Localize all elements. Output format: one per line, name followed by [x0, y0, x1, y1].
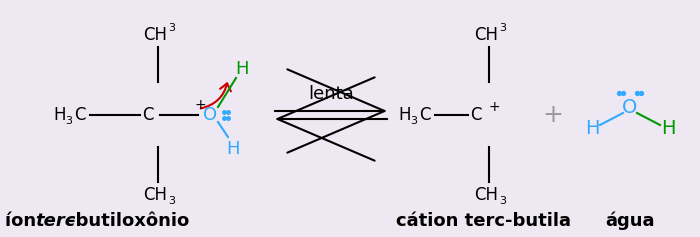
Text: H: H	[661, 119, 676, 138]
Text: 3: 3	[169, 23, 176, 33]
Text: 3: 3	[66, 116, 73, 126]
Text: C: C	[74, 106, 85, 124]
Text: terc: terc	[35, 212, 76, 230]
Text: CH: CH	[474, 26, 498, 44]
FancyArrowPatch shape	[201, 83, 231, 109]
Text: O: O	[203, 106, 217, 124]
Text: íon: íon	[5, 212, 43, 230]
Text: +: +	[542, 103, 564, 127]
Text: H: H	[235, 60, 248, 78]
Text: 3: 3	[169, 196, 176, 206]
Text: -butiloxônio: -butiloxônio	[68, 212, 189, 230]
Text: cátion terc-butila: cátion terc-butila	[396, 212, 571, 230]
Text: CH: CH	[143, 26, 167, 44]
Text: C: C	[419, 106, 430, 124]
Text: +: +	[488, 100, 500, 114]
Text: O: O	[622, 97, 638, 117]
Text: 3: 3	[500, 196, 507, 206]
Text: CH: CH	[474, 186, 498, 204]
Text: lenta: lenta	[308, 85, 354, 103]
Text: H: H	[584, 119, 599, 138]
Text: H: H	[226, 140, 239, 158]
Text: 3: 3	[500, 23, 507, 33]
Text: CH: CH	[143, 186, 167, 204]
Text: +: +	[194, 98, 206, 112]
Text: água: água	[606, 212, 654, 230]
Text: 3: 3	[410, 116, 417, 126]
Text: C: C	[142, 106, 154, 124]
Text: H: H	[54, 106, 66, 124]
Text: C: C	[470, 106, 482, 124]
Text: H: H	[399, 106, 412, 124]
